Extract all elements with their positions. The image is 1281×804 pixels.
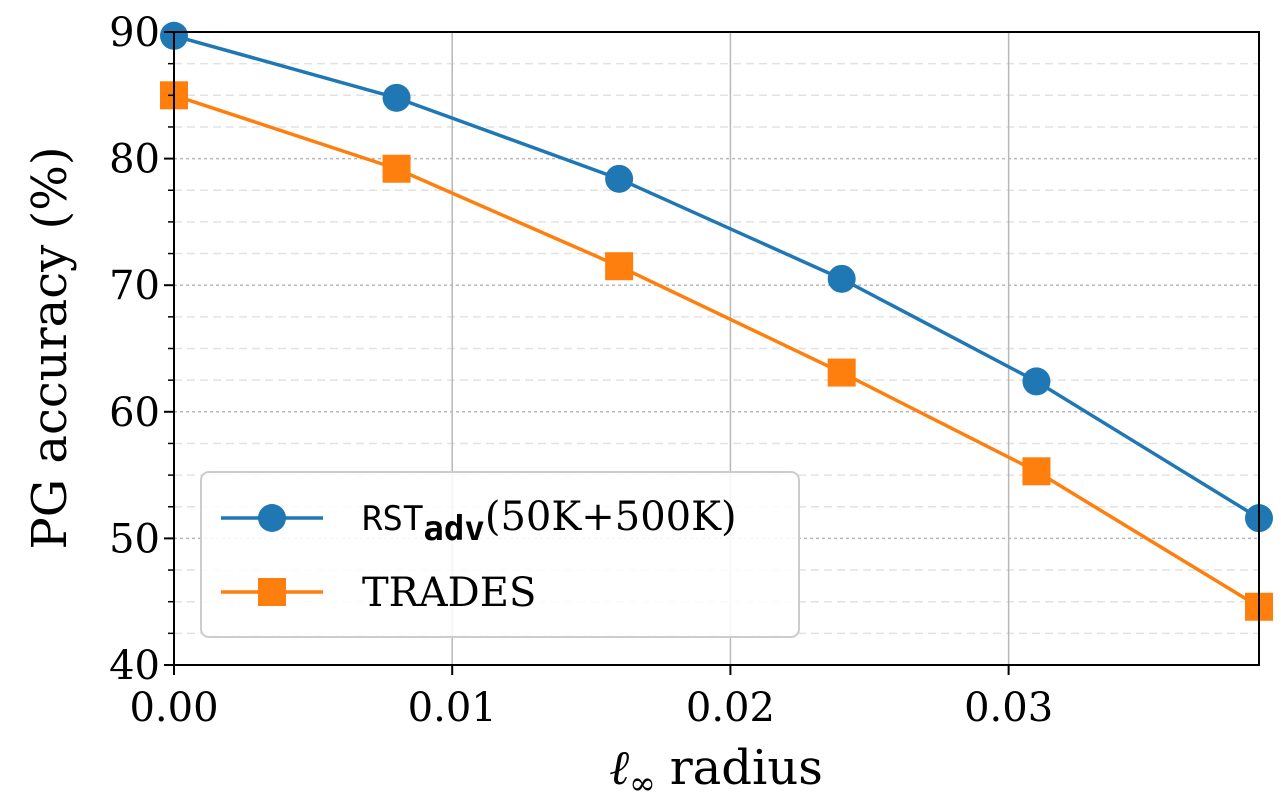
data-point-rst — [1022, 367, 1051, 396]
legend-label-rst-sub: adv — [423, 509, 484, 549]
data-point-trades — [1022, 457, 1051, 486]
x-tick-label: 0.02 — [686, 685, 775, 731]
x-tick-label: 0.03 — [964, 685, 1053, 731]
y-tick-label: 70 — [109, 263, 160, 309]
legend: RSTadv(50K+500K) TRADES — [200, 471, 800, 638]
legend-label-rst-tail: (50K+500K) — [485, 494, 737, 540]
series-line-rst — [173, 34, 1260, 520]
legend-label-trades: TRADES — [362, 570, 536, 616]
x-tick-label: 0.00 — [129, 685, 218, 731]
x-axis-label-subscript: ∞ — [629, 764, 656, 802]
data-point-rst — [827, 264, 856, 293]
legend-marker-rst — [258, 504, 286, 532]
ticks-layer: 40 50 60 70 80 90 0.00 0.01 0.02 0.03 — [109, 10, 1053, 731]
y-tick-label: 60 — [109, 390, 160, 436]
y-tick-label: 90 — [109, 10, 160, 56]
series-line-trades — [173, 93, 1260, 609]
data-point-trades — [382, 154, 411, 183]
data-point-trades — [605, 252, 634, 281]
data-point-rst — [605, 164, 634, 193]
legend-label-rst-main: RST — [362, 499, 423, 539]
x-axis-label-text: radius — [670, 740, 823, 796]
legend-box — [200, 471, 800, 638]
legend-label-rst: RSTadv(50K+500K) — [362, 494, 737, 549]
x-axis-label-symbol: ℓ — [609, 740, 629, 796]
y-tick-label: 80 — [109, 137, 160, 183]
data-point-rst — [382, 83, 411, 112]
data-point-trades — [827, 358, 856, 387]
legend-marker-trades — [258, 578, 286, 606]
y-tick-label: 50 — [109, 516, 160, 562]
y-tick-label: 40 — [109, 643, 160, 689]
y-axis-label: PG accuracy (%) — [22, 146, 78, 549]
x-axis-label: ℓ∞ radius — [609, 740, 823, 802]
x-tick-label: 0.01 — [408, 685, 497, 731]
minor-grid — [174, 62, 1259, 635]
